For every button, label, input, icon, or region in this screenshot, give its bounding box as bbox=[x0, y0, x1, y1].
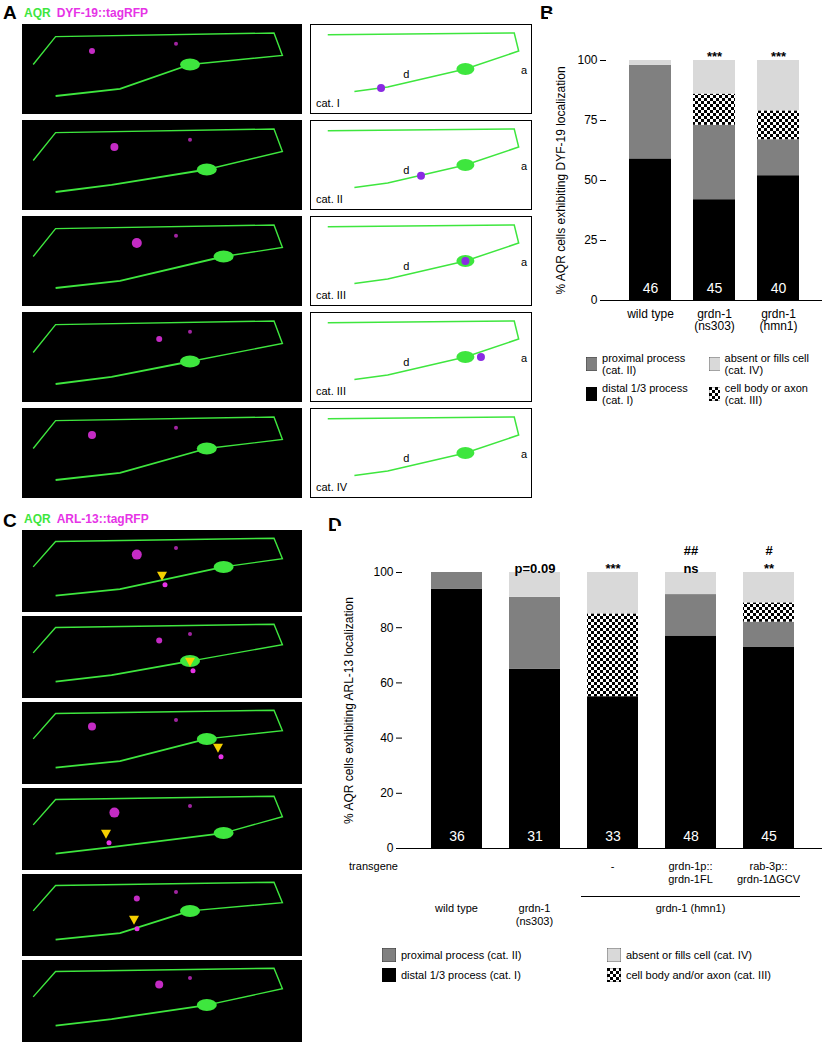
svg-text:cat. I: cat. I bbox=[316, 97, 340, 109]
html-text:ARL-13::tagRFP: ARL-13::tagRFP bbox=[56, 512, 149, 526]
svg-text:a: a bbox=[521, 256, 528, 268]
svg-text:cat. II: cat. II bbox=[316, 193, 343, 205]
svg-text:grdn-1(hmn1): grdn-1(hmn1) bbox=[759, 307, 797, 333]
svg-text:a: a bbox=[521, 160, 528, 172]
svg-text:d: d bbox=[403, 68, 409, 80]
html-text:proximal process (cat. II): proximal process (cat. II) bbox=[401, 949, 522, 961]
html-text:wild type: wild type bbox=[435, 902, 478, 914]
svg-text:#: # bbox=[765, 543, 773, 558]
svg-text:***: *** bbox=[771, 49, 787, 64]
svg-text:45: 45 bbox=[761, 828, 777, 844]
svg-text:% AQR cells exhibiting DYF-19: % AQR cells exhibiting DYF-19 localizati… bbox=[554, 66, 568, 294]
svg-text:cat. III: cat. III bbox=[316, 385, 346, 397]
svg-text:cat. IV: cat. IV bbox=[316, 481, 348, 493]
html-text:DYF-19::tagRFP: DYF-19::tagRFP bbox=[56, 6, 148, 20]
svg-text:a: a bbox=[521, 448, 528, 460]
svg-text:***: *** bbox=[605, 561, 621, 576]
html-text:cell body or axon (cat. III): cell body or axon (cat. III) bbox=[724, 382, 808, 406]
svg-text:d: d bbox=[403, 260, 409, 272]
svg-text:50: 50 bbox=[584, 173, 598, 187]
svg-text:100: 100 bbox=[577, 53, 597, 67]
html-text:C AQR: C AQR bbox=[3, 510, 51, 531]
html-text:distal 1/3 process (cat. I): distal 1/3 process (cat. I) bbox=[602, 382, 688, 406]
svg-text:d: d bbox=[403, 452, 409, 464]
svg-text:0: 0 bbox=[387, 841, 394, 855]
svg-text:80: 80 bbox=[380, 621, 394, 635]
html-text:proximal process (cat. II): proximal process (cat. II) bbox=[602, 352, 686, 376]
svg-text:46: 46 bbox=[643, 280, 659, 296]
svg-text:0: 0 bbox=[591, 293, 598, 307]
svg-text:75: 75 bbox=[584, 113, 598, 127]
html-text:cell body and/or axon (cat. II: cell body and/or axon (cat. III) bbox=[626, 969, 771, 981]
svg-text:***: *** bbox=[707, 49, 723, 64]
svg-text:33: 33 bbox=[605, 828, 621, 844]
html-text:transgene: transgene bbox=[349, 860, 398, 872]
html-text:A AQR: A AQR bbox=[3, 2, 51, 23]
svg-text:36: 36 bbox=[449, 828, 465, 844]
svg-text:wild type: wild type bbox=[626, 307, 674, 321]
svg-text:31: 31 bbox=[527, 828, 543, 844]
svg-text:40: 40 bbox=[380, 731, 394, 745]
html-text:B: B bbox=[540, 2, 554, 23]
html-text:grdn-1 (ns303): grdn-1 (ns303) bbox=[515, 902, 554, 927]
html-text:absent or fills cell (cat. IV): absent or fills cell (cat. IV) bbox=[626, 949, 752, 961]
svg-text:a: a bbox=[521, 64, 528, 76]
html-text:grdn-1 (hmn1): grdn-1 (hmn1) bbox=[655, 902, 726, 914]
svg-text:##: ## bbox=[684, 543, 699, 558]
svg-text:% AQR cells exhibiting ARL-13: % AQR cells exhibiting ARL-13 localizati… bbox=[342, 597, 356, 824]
html-text:D: D bbox=[328, 514, 342, 535]
svg-text:60: 60 bbox=[380, 676, 394, 690]
html-text:rab-3p:: grdn-1ΔGCV: rab-3p:: grdn-1ΔGCV bbox=[737, 860, 800, 885]
html-text:grdn-1p:: grdn-1FL: grdn-1p:: grdn-1FL bbox=[668, 860, 713, 885]
svg-text:d: d bbox=[403, 164, 409, 176]
svg-text:100: 100 bbox=[373, 565, 393, 579]
svg-text:25: 25 bbox=[584, 233, 598, 247]
html-text:absent or fills cell (cat. IV): absent or fills cell (cat. IV) bbox=[724, 352, 809, 376]
svg-text:48: 48 bbox=[683, 828, 699, 844]
svg-text:**: ** bbox=[764, 561, 775, 576]
svg-text:ns: ns bbox=[683, 561, 698, 576]
svg-text:d: d bbox=[403, 356, 409, 368]
svg-text:a: a bbox=[521, 352, 528, 364]
svg-text:grdn-1(ns303): grdn-1(ns303) bbox=[694, 307, 735, 333]
svg-text:cat. III: cat. III bbox=[316, 289, 346, 301]
html-text:distal 1/3 process (cat. I): distal 1/3 process (cat. I) bbox=[401, 969, 521, 981]
svg-text:p=0.09: p=0.09 bbox=[515, 561, 556, 576]
svg-text:20: 20 bbox=[380, 786, 394, 800]
svg-text:45: 45 bbox=[707, 280, 723, 296]
svg-text:40: 40 bbox=[771, 280, 787, 296]
